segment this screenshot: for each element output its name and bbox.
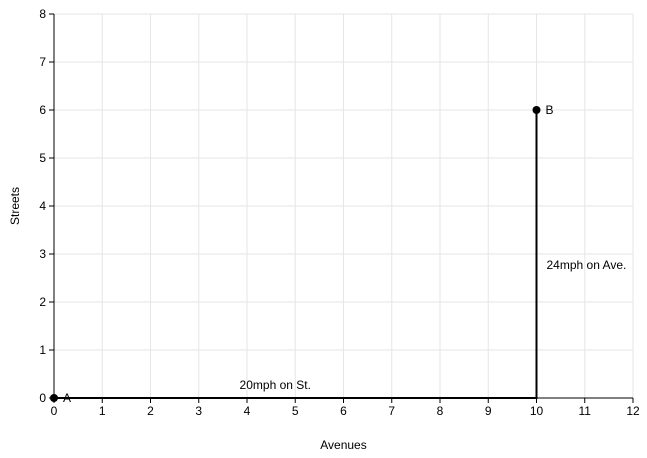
x-tick-label: 0 <box>51 404 58 418</box>
x-tick-label: 6 <box>340 404 347 418</box>
annotation-label: 20mph on St. <box>240 378 311 392</box>
y-tick-label: 0 <box>39 391 46 405</box>
x-tick-label: 7 <box>388 404 395 418</box>
x-tick-label: 2 <box>147 404 154 418</box>
y-ticks: 0 1 2 3 4 5 6 7 8 <box>39 7 54 405</box>
point-marker <box>532 106 541 114</box>
y-tick-label: 6 <box>39 103 46 117</box>
points: AB <box>50 103 554 405</box>
y-tick-label: 8 <box>39 7 46 21</box>
y-tick-label: 3 <box>39 247 46 261</box>
point-label: A <box>63 391 71 405</box>
x-tick-label: 3 <box>195 404 202 418</box>
y-tick-label: 4 <box>39 199 46 213</box>
x-ticks: 0 1 2 3 4 5 6 7 8 9 10 11 12 <box>51 398 640 418</box>
grid <box>54 13 634 398</box>
x-tick-label: 11 <box>579 404 592 418</box>
x-tick-label: 8 <box>437 404 444 418</box>
x-tick-label: 10 <box>530 404 544 418</box>
series <box>54 110 538 399</box>
x-tick-label: 5 <box>292 404 299 418</box>
x-tick-label: 12 <box>626 404 640 418</box>
y-tick-label: 7 <box>39 55 46 69</box>
x-tick-label: 9 <box>485 404 492 418</box>
series-line <box>54 110 538 399</box>
y-tick-label: 5 <box>39 151 46 165</box>
y-axis-label: Streets <box>8 187 22 225</box>
y-tick-label: 1 <box>39 343 46 357</box>
x-tick-label: 1 <box>99 404 106 418</box>
annotations: 20mph on St. 24mph on Ave. <box>240 258 627 392</box>
point-marker <box>50 394 58 402</box>
x-axis-label: Avenues <box>320 438 366 452</box>
point-label: B <box>546 103 554 117</box>
y-tick-label: 2 <box>39 295 46 309</box>
annotation-label: 24mph on Ave. <box>547 258 627 272</box>
x-tick-label: 4 <box>244 404 251 418</box>
